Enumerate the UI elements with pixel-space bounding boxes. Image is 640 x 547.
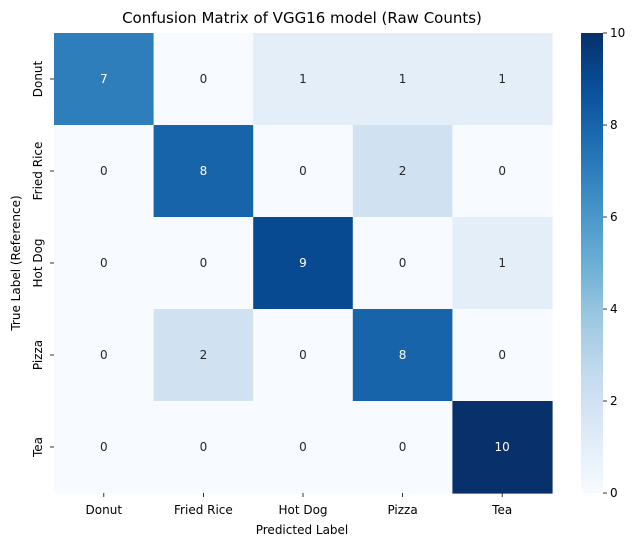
cell-value-label: 0 — [100, 256, 108, 270]
cell-donut-pizza — [352, 33, 453, 126]
cell-value-label: 0 — [100, 440, 108, 454]
y-tick-labels: Donut Fried Rice Hot Dog Pizza Tea — [31, 60, 54, 458]
cell-value-label: 7 — [100, 72, 108, 86]
cell-value-label: 0 — [498, 348, 506, 362]
cell-value-label: 0 — [100, 164, 108, 178]
cell-value-label: 0 — [498, 164, 506, 178]
cell-value-label: 1 — [498, 72, 506, 86]
colorbar-tick-label-4: 4 — [610, 302, 618, 316]
cell-tea-hot-dog — [253, 401, 354, 494]
y-axis-label: True Label (Reference) — [9, 195, 23, 331]
cell-value-label: 0 — [100, 348, 108, 362]
cell-hot-dog-pizza — [352, 217, 453, 310]
cell-fried-rice-tea — [452, 125, 553, 218]
colorbar-tick-label-8: 8 — [610, 118, 618, 132]
cell-pizza-pizza — [352, 309, 453, 402]
cell-value-label: 0 — [299, 164, 307, 178]
cell-value-label: 8 — [399, 348, 407, 362]
cell-donut-donut — [54, 33, 155, 126]
y-tick-label-hot-dog: Hot Dog — [31, 238, 45, 287]
cell-pizza-fried-rice — [153, 309, 254, 402]
cell-value-label: 0 — [200, 72, 208, 86]
colorbar-tick-label-10: 10 — [610, 26, 625, 40]
x-axis-label: Predicted Label — [256, 523, 349, 537]
cell-value-label: 0 — [200, 440, 208, 454]
y-tick-label-fried-rice: Fried Rice — [31, 142, 45, 201]
cell-value-label: 1 — [498, 256, 506, 270]
x-tick-label-tea: Tea — [491, 503, 512, 517]
cell-tea-fried-rice — [153, 401, 254, 494]
colorbar — [581, 33, 603, 493]
x-tick-labels: Donut Fried Rice Hot Dog Pizza Tea — [86, 493, 512, 517]
x-tick-label-donut: Donut — [86, 503, 123, 517]
cell-tea-donut — [54, 401, 155, 494]
cell-fried-rice-pizza — [352, 125, 453, 218]
cell-value-label: 1 — [299, 72, 307, 86]
cell-tea-tea — [452, 401, 553, 494]
colorbar-ticks: 0 2 4 6 8 10 — [603, 26, 625, 500]
colorbar-tick-label-2: 2 — [610, 394, 618, 408]
cell-value-label: 2 — [200, 348, 208, 362]
cell-donut-tea — [452, 33, 553, 126]
cell-donut-fried-rice — [153, 33, 254, 126]
cell-tea-pizza — [352, 401, 453, 494]
cell-value-label: 0 — [200, 256, 208, 270]
cell-pizza-tea — [452, 309, 553, 402]
cell-value-label: 1 — [399, 72, 407, 86]
colorbar-tick-label-0: 0 — [610, 486, 618, 500]
heatmap-cells: 7 0 1 1 10 8 0 2 00 0 9 0 10 2 0 8 00 0 0 0 10 — [54, 33, 553, 494]
cell-value-label: 2 — [399, 164, 407, 178]
cell-value-label: 9 — [299, 256, 307, 270]
chart-title: Confusion Matrix of VGG16 model (Raw Cou… — [122, 9, 482, 27]
y-tick-label-pizza: Pizza — [31, 340, 45, 370]
cell-fried-rice-hot-dog — [253, 125, 354, 218]
cell-hot-dog-tea — [452, 217, 553, 310]
cell-donut-hot-dog — [253, 33, 354, 126]
x-tick-label-fried-rice: Fried Rice — [174, 503, 233, 517]
cell-hot-dog-fried-rice — [153, 217, 254, 310]
x-tick-label-pizza: Pizza — [387, 503, 417, 517]
colorbar-tick-label-6: 6 — [610, 210, 618, 224]
cell-pizza-hot-dog — [253, 309, 354, 402]
x-tick-label-hot-dog: Hot Dog — [278, 503, 327, 517]
cell-value-label: 0 — [299, 348, 307, 362]
cell-hot-dog-hot-dog — [253, 217, 354, 310]
cell-value-label: 0 — [399, 256, 407, 270]
cell-value-label: 8 — [200, 164, 208, 178]
cell-value-label: 0 — [299, 440, 307, 454]
cell-fried-rice-donut — [54, 125, 155, 218]
y-tick-label-donut: Donut — [31, 60, 45, 97]
cell-pizza-donut — [54, 309, 155, 402]
cell-value-label: 0 — [399, 440, 407, 454]
cell-hot-dog-donut — [54, 217, 155, 310]
y-tick-label-tea: Tea — [31, 437, 45, 458]
cell-value-label: 10 — [495, 440, 510, 454]
cell-fried-rice-fried-rice — [153, 125, 254, 218]
